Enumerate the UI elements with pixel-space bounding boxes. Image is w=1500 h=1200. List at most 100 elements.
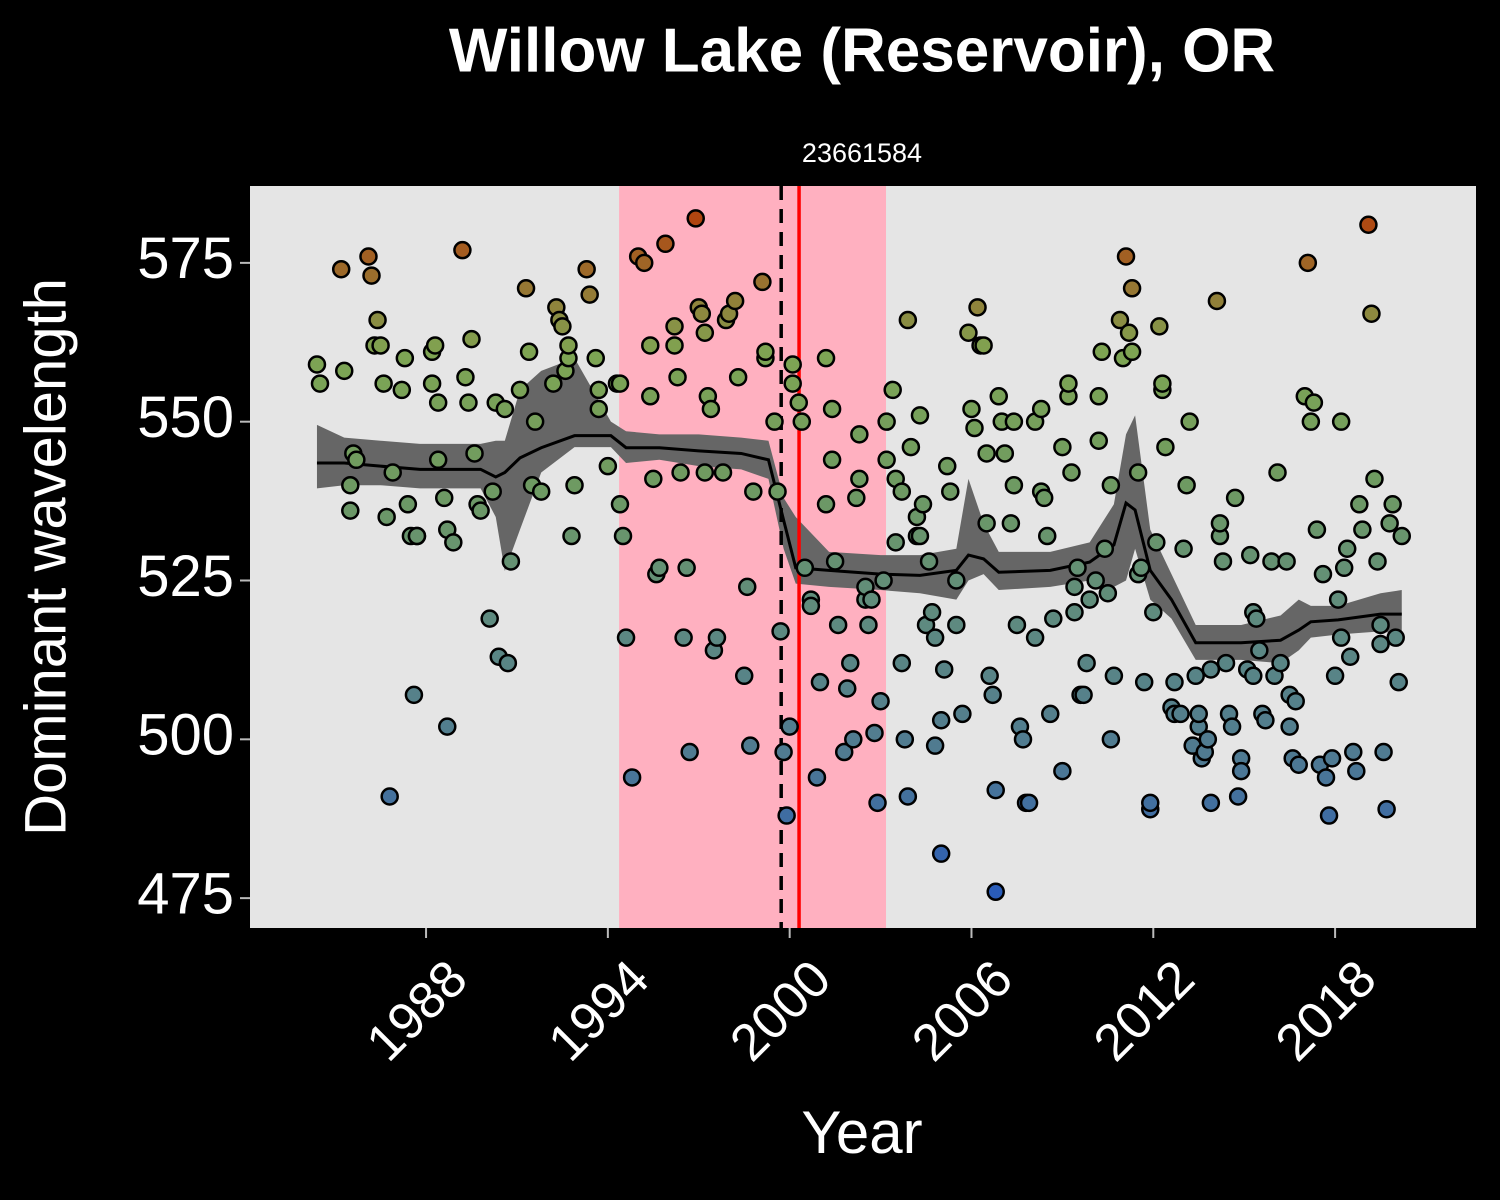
data-point: [898, 310, 918, 330]
data-point: [953, 704, 972, 724]
data-point: [850, 469, 869, 489]
data-point: [771, 622, 790, 641]
data-point: [1007, 615, 1027, 635]
data-point: [525, 412, 545, 431]
data-point: [1089, 387, 1108, 406]
data-point: [1062, 463, 1081, 482]
data-point: [498, 653, 518, 673]
data-point: [383, 463, 402, 482]
data-point: [562, 526, 581, 546]
data-point: [1328, 590, 1348, 609]
data-point: [841, 653, 860, 673]
data-point: [765, 412, 784, 431]
data-point: [1101, 730, 1121, 749]
data-point: [1041, 704, 1060, 724]
data-point: [674, 628, 693, 647]
y-axis-title: Dominant wavelength: [13, 278, 78, 836]
data-point: [1068, 558, 1087, 578]
data-point: [931, 711, 951, 730]
data-point: [898, 787, 918, 806]
data-point: [1013, 730, 1033, 749]
data-point: [1180, 412, 1199, 431]
data-point: [1044, 609, 1063, 628]
data-point: [1322, 749, 1342, 768]
data-point: [1134, 672, 1154, 692]
data-point: [1289, 755, 1308, 774]
data-point: [1025, 628, 1045, 647]
data-point: [1359, 215, 1378, 235]
data-point: [650, 558, 669, 578]
data-point: [753, 272, 772, 292]
data-point: [656, 234, 675, 254]
data-point: [510, 380, 530, 400]
data-point: [1156, 437, 1175, 457]
data-point: [462, 329, 481, 349]
data-point: [465, 444, 484, 463]
data-point: [1331, 628, 1351, 647]
y-tick-label: 575: [137, 226, 234, 291]
data-point: [519, 342, 539, 362]
data-point: [422, 374, 442, 393]
data-point: [892, 482, 912, 501]
data-point: [1362, 304, 1381, 323]
data-point: [1201, 660, 1221, 679]
data-point: [965, 418, 984, 438]
data-point: [1368, 552, 1387, 571]
data-point: [925, 736, 945, 755]
data-point: [1116, 247, 1136, 266]
data-point: [1389, 672, 1408, 692]
data-point: [586, 348, 605, 368]
data-point: [310, 374, 330, 393]
data-point: [459, 393, 478, 412]
data-point: [1383, 495, 1402, 514]
smooth-line: [316, 434, 1402, 645]
data-point: [483, 482, 502, 501]
data-point: [495, 399, 515, 419]
data-point: [901, 437, 921, 457]
data-point: [822, 450, 842, 470]
data-point: [610, 374, 630, 393]
data-point: [1153, 374, 1172, 393]
data-point: [377, 507, 396, 527]
data-point: [1092, 342, 1112, 362]
data-point: [1244, 666, 1263, 686]
data-point: [1250, 641, 1269, 660]
data-point: [428, 450, 448, 470]
data-point: [1298, 253, 1318, 273]
data-point: [1207, 291, 1227, 311]
data-point: [862, 590, 881, 609]
data-point: [1365, 469, 1384, 489]
data-point: [725, 291, 745, 311]
data-point: [1080, 590, 1099, 609]
data-point: [922, 603, 942, 622]
data-point: [559, 336, 578, 355]
data-point: [837, 679, 857, 698]
data-point: [801, 596, 821, 616]
data-point: [816, 348, 836, 368]
data-point: [1053, 761, 1072, 781]
data-point: [789, 393, 809, 412]
data-point: [865, 723, 884, 743]
data-point: [407, 526, 427, 546]
data-point: [1189, 704, 1208, 724]
data-point: [783, 355, 802, 374]
data-point: [877, 412, 896, 431]
data-point: [565, 475, 584, 495]
data-point: [1353, 520, 1372, 539]
data-point: [995, 444, 1015, 463]
data-point: [1344, 742, 1363, 762]
data-point: [768, 482, 787, 501]
data-point: [1271, 653, 1290, 673]
data-point: [871, 691, 890, 711]
data-point: [1034, 488, 1054, 508]
data-point: [828, 615, 848, 635]
data-point: [1144, 603, 1163, 622]
data-point: [392, 380, 412, 400]
data-point: [895, 730, 915, 749]
data-point: [1128, 463, 1148, 482]
facet-label: 23661584: [802, 138, 922, 168]
data-point: [589, 399, 609, 419]
data-point: [825, 552, 845, 571]
data-point: [668, 367, 687, 387]
data-point: [962, 399, 981, 419]
